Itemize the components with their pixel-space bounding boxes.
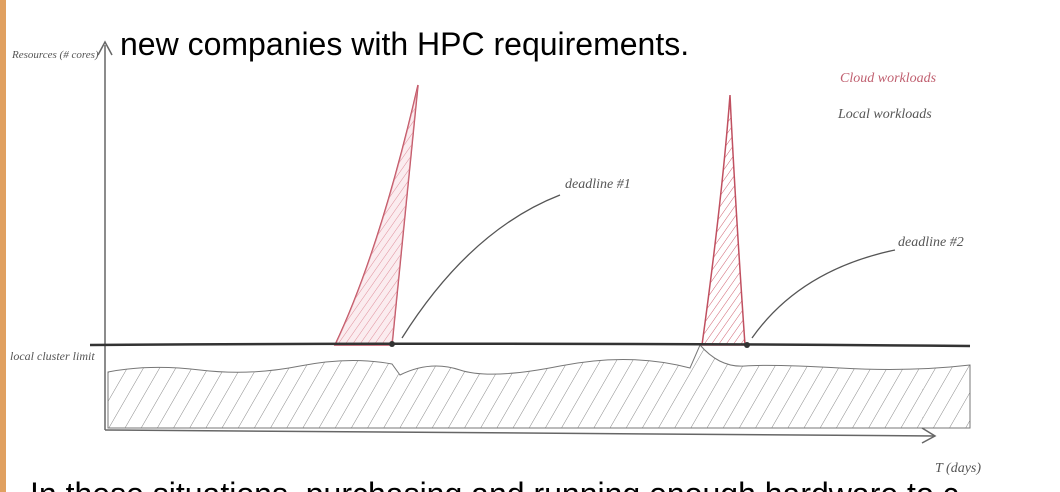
legend-entry: Local workloads [837, 107, 932, 122]
annotation: deadline #2 [898, 235, 964, 250]
arrow [402, 195, 560, 338]
sketch: Resources (# cores) local cluster limit … [0, 0, 1060, 492]
point [389, 341, 395, 347]
legend-entry: Cloud workloads [840, 71, 937, 86]
limit-label: local cluster limit [10, 349, 95, 363]
local-workload-area [108, 345, 970, 428]
y-axis-label: Resources (# cores) [11, 49, 99, 61]
cloud-spike-2 [702, 95, 745, 345]
slide: new companies with HPC requirements. Res… [0, 0, 1060, 492]
annotation: deadline #1 [565, 177, 631, 192]
body-text: In these situations, purchasing and runn… [30, 476, 959, 492]
point [744, 342, 750, 348]
x-axis [105, 430, 935, 436]
limit-line [90, 344, 970, 346]
x-axis-label: T (days) [935, 461, 981, 476]
arrow [752, 250, 895, 338]
